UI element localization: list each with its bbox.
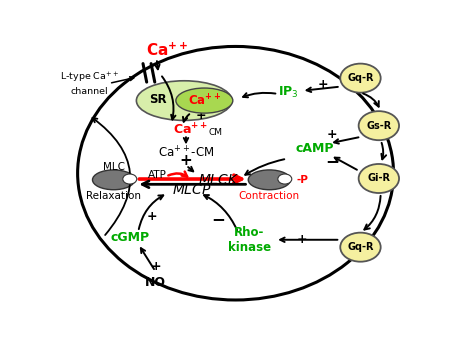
Text: $\bf{Ca^{++}}$: $\bf{Ca^{++}}$ (188, 93, 221, 108)
Circle shape (359, 164, 399, 193)
Text: Relaxation: Relaxation (86, 191, 141, 201)
Text: CM: CM (208, 128, 222, 137)
Text: Gs-R: Gs-R (366, 121, 392, 131)
Circle shape (123, 174, 137, 184)
Text: $\bf{Ca^{++}}$: $\bf{Ca^{++}}$ (173, 122, 208, 137)
Text: Ca$^{++}$-CM: Ca$^{++}$-CM (158, 145, 214, 160)
Text: MLC: MLC (102, 162, 125, 172)
Text: Contraction: Contraction (239, 191, 300, 201)
Text: −: − (325, 152, 339, 170)
Text: +: + (195, 109, 206, 122)
Text: NO: NO (145, 275, 166, 288)
Text: Rho-
kinase: Rho- kinase (228, 226, 271, 254)
Text: IP$_3$: IP$_3$ (278, 85, 299, 100)
Text: +: + (150, 260, 161, 273)
Text: +: + (327, 128, 337, 141)
Text: $\it{MLCP}$: $\it{MLCP}$ (173, 182, 212, 197)
Text: +: + (146, 210, 157, 223)
Text: Gi-R: Gi-R (367, 174, 391, 184)
Text: cGMP: cGMP (110, 230, 149, 244)
Text: −: − (255, 162, 269, 180)
Circle shape (278, 174, 292, 184)
Text: +: + (318, 78, 328, 91)
Circle shape (359, 111, 399, 140)
Text: SR: SR (150, 93, 167, 106)
Text: L-type Ca$^{++}$
channel: L-type Ca$^{++}$ channel (60, 71, 119, 96)
Ellipse shape (248, 170, 291, 190)
Circle shape (340, 233, 381, 262)
Text: cAMP: cAMP (295, 142, 334, 155)
Ellipse shape (137, 81, 232, 120)
Text: $\bf{Ca^{++}}$: $\bf{Ca^{++}}$ (146, 42, 189, 59)
Text: −: − (211, 210, 225, 228)
Text: +: + (180, 153, 192, 168)
Text: $\it{MLCK}$: $\it{MLCK}$ (198, 173, 240, 187)
Text: Gq-R: Gq-R (347, 73, 374, 83)
Text: +: + (297, 233, 308, 246)
Text: Gq-R: Gq-R (347, 242, 374, 252)
Text: -P: -P (296, 175, 308, 185)
Circle shape (340, 63, 381, 93)
Ellipse shape (92, 170, 135, 190)
Ellipse shape (176, 88, 233, 113)
Text: ATP: ATP (148, 169, 167, 179)
